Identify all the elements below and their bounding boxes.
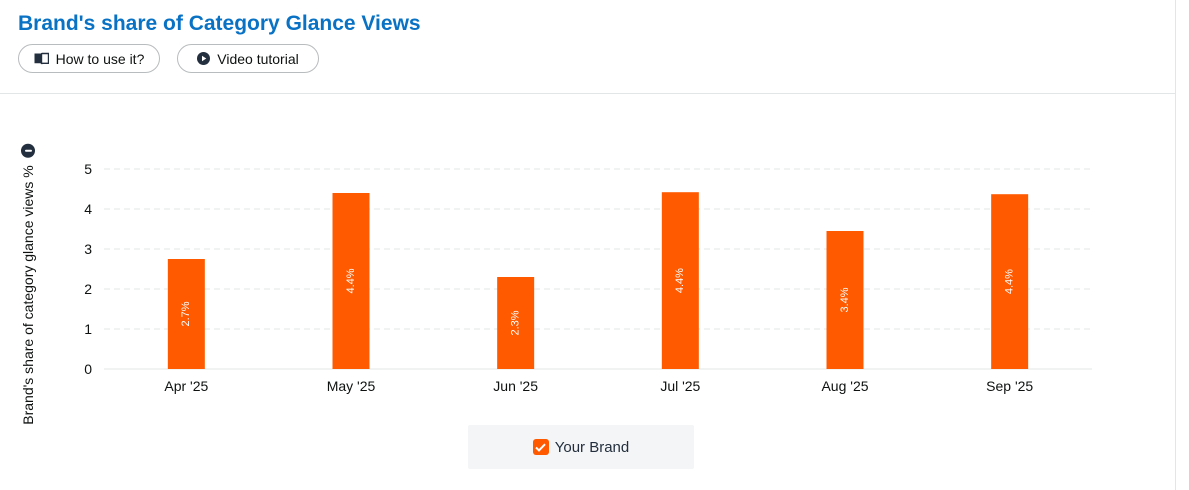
bar	[661, 192, 699, 369]
bar	[167, 259, 205, 369]
x-tick-label: May '25	[327, 378, 376, 394]
y-tick-label: 4	[84, 201, 92, 217]
data-label: 3.4%	[839, 287, 851, 312]
bar-chart: 0 1 2 3 4 5 2.7% Apr '25 4.4% May '25 2.3% Jun '25 4…	[84, 161, 1092, 394]
y-tick-label: 1	[84, 321, 92, 337]
y-tick-label: 5	[84, 161, 92, 177]
data-label: 2.3%	[510, 310, 522, 335]
data-label: 2.7%	[180, 301, 192, 326]
legend-item-your-brand[interactable]: Your Brand	[468, 425, 694, 469]
x-tick-label: Jun '25	[493, 378, 538, 394]
video-tutorial-label: Video tutorial	[217, 50, 299, 67]
x-tick-label: Apr '25	[164, 378, 208, 394]
data-label: 4.4%	[1004, 269, 1016, 294]
play-circle-icon	[197, 52, 211, 65]
book-icon	[34, 52, 49, 65]
x-tick-label: Sep '25	[986, 378, 1033, 394]
bar	[497, 277, 535, 369]
bar	[826, 231, 864, 369]
y-tick-label: 2	[84, 281, 92, 297]
video-tutorial-button[interactable]: Video tutorial	[177, 44, 319, 73]
data-label: 4.4%	[674, 268, 686, 293]
legend-label: Your Brand	[554, 438, 630, 456]
checkbox-checked-icon[interactable]	[532, 439, 549, 455]
how-to-use-button[interactable]: How to use it?	[18, 44, 160, 73]
page-title: Brand's share of Category Glance Views	[18, 12, 421, 35]
x-tick-label: Jul '25	[660, 378, 700, 394]
how-to-use-label: How to use it?	[55, 50, 145, 67]
bar	[332, 193, 370, 369]
card-header: Brand's share of Category Glance Views H…	[0, 0, 1176, 94]
y-tick-label: 3	[84, 241, 92, 257]
data-label: 4.4%	[345, 268, 357, 293]
bar	[991, 194, 1029, 369]
y-tick-label: 0	[84, 361, 92, 377]
x-tick-label: Aug '25	[821, 378, 868, 394]
